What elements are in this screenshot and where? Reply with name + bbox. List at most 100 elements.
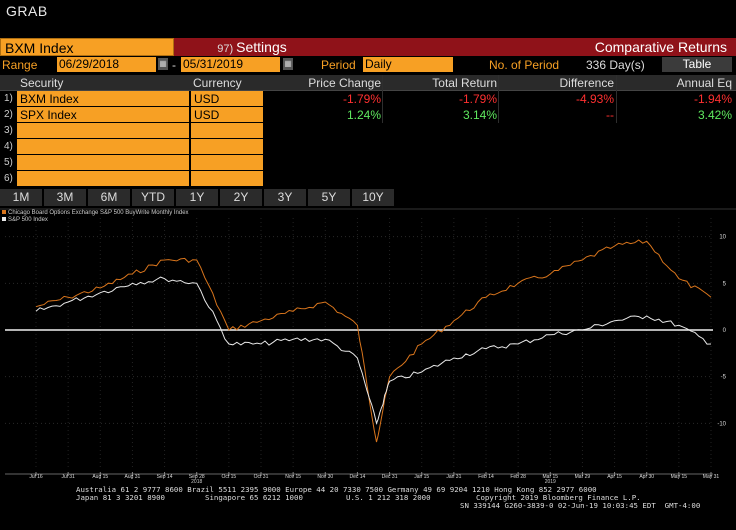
timeframe-2y-button[interactable]: 2Y — [220, 189, 262, 206]
security-field[interactable]: BXM Index — [17, 91, 189, 107]
settings-number: 97) — [217, 43, 233, 55]
calendar-icon[interactable]: ▦ — [283, 58, 293, 70]
footer-session-info: SN 339144 G260-3839-0 02-Jun-19 10:03:45… — [460, 502, 700, 510]
x-tick-label: Jul 31 — [61, 474, 75, 480]
legend-label: Chicago Board Options Exchange S&P 500 B… — [8, 210, 189, 216]
table-row: 1) BXM Index USD -1.79% -1.79% -4.93% -1… — [0, 91, 736, 107]
x-tick-label: Apr 15 — [607, 474, 622, 480]
timeframe-10y-button[interactable]: 10Y — [352, 189, 394, 206]
x-tick-label: Dec 14 — [350, 474, 366, 480]
price-change-value: -1.79% — [268, 91, 381, 107]
x-tick-label: Feb 28 — [510, 474, 526, 480]
timeframe-3y-button[interactable]: 3Y — [264, 189, 306, 206]
row-number: 2) — [4, 107, 16, 123]
col-header-total-return: Total Return — [385, 75, 497, 91]
x-tick-label: Nov 15 — [285, 474, 301, 480]
row-number: 3) — [4, 123, 16, 139]
x-tick-label: Dec 31 — [382, 474, 398, 480]
x-tick-label: Sep 14 — [157, 474, 173, 480]
security-field[interactable] — [17, 155, 189, 171]
y-tick-label: -5 — [721, 375, 727, 381]
column-divider — [382, 75, 383, 123]
legend-item: Chicago Board Options Exchange S&P 500 B… — [2, 210, 189, 217]
x-tick-label: Apr 30 — [639, 474, 654, 480]
column-divider — [616, 75, 617, 123]
no-of-period-label: No. of Period — [489, 57, 559, 73]
footer-contacts-singapore: Singapore 65 6212 1000 — [205, 494, 303, 502]
calendar-icon[interactable]: ▦ — [158, 58, 168, 70]
page-title: Comparative Returns — [330, 38, 736, 56]
x-tick-label: Nov 30 — [317, 474, 333, 480]
window-title: GRAB — [6, 3, 48, 19]
total-return-value: -1.79% — [385, 91, 497, 107]
timeframe-5y-button[interactable]: 5Y — [308, 189, 350, 206]
total-return-value: 3.14% — [385, 107, 497, 123]
y-tick-label: 10 — [719, 235, 726, 241]
end-date-field[interactable]: 05/31/2019 — [181, 57, 280, 72]
period-label: Period — [321, 57, 356, 73]
timeframe-1y-button[interactable]: 1Y — [176, 189, 218, 206]
col-header-currency: Currency — [193, 75, 242, 91]
footer-contacts-us: U.S. 1 212 318 2000 — [346, 494, 431, 502]
securities-table: Security Currency Price Change Total Ret… — [0, 75, 736, 187]
col-header-security: Security — [20, 75, 63, 91]
currency-field[interactable] — [191, 171, 263, 187]
period-select[interactable]: Daily — [363, 57, 453, 72]
legend-label: S&P 500 Index — [8, 217, 48, 223]
security-field[interactable] — [17, 139, 189, 155]
timeframe-3m-button[interactable]: 3M — [44, 189, 86, 206]
y-tick-label: -10 — [717, 421, 726, 427]
function-header: BXM Index 97)Settings Comparative Return… — [0, 38, 736, 56]
timeframe-ytd-button[interactable]: YTD — [132, 189, 174, 206]
col-header-price-change: Price Change — [268, 75, 381, 91]
no-of-period-value: 336 Day(s) — [586, 57, 645, 73]
table-button[interactable]: Table — [662, 57, 732, 72]
currency-field[interactable] — [191, 155, 263, 171]
annual-eq-value: -1.94% — [618, 91, 732, 107]
annual-eq-value: 3.42% — [618, 107, 732, 123]
table-header-row: Security Currency Price Change Total Ret… — [0, 75, 736, 91]
x-tick-label: Jan 15 — [414, 474, 429, 480]
currency-field[interactable]: USD — [191, 91, 263, 107]
table-row: 2) SPX Index USD 1.24% 3.14% -- 3.42% — [0, 107, 736, 123]
table-row: 4) — [0, 139, 736, 155]
currency-field[interactable]: USD — [191, 107, 263, 123]
legend-item: S&P 500 Index — [2, 217, 189, 224]
timeframe-6m-button[interactable]: 6M — [88, 189, 130, 206]
column-divider — [498, 75, 499, 123]
start-date-field[interactable]: 06/29/2018 — [57, 57, 156, 72]
footer-contacts-japan: Japan 81 3 3201 8900 — [76, 494, 165, 502]
row-number: 5) — [4, 155, 16, 171]
settings-label: Settings — [236, 39, 287, 55]
range-dash: - — [172, 57, 176, 73]
x-tick-label: Aug 15 — [92, 474, 108, 480]
x-tick-label: Oct 31 — [254, 474, 269, 480]
table-row: 5) — [0, 155, 736, 171]
x-tick-label: Jul 16 — [29, 474, 43, 480]
x-tick-label: Aug 31 — [124, 474, 140, 480]
currency-field[interactable] — [191, 123, 263, 139]
col-header-difference: Difference — [500, 75, 614, 91]
x-tick-label: Feb 14 — [478, 474, 494, 480]
x-tick-label: May 15 — [671, 474, 688, 480]
security-field[interactable] — [17, 123, 189, 139]
row-number: 4) — [4, 139, 16, 155]
x-tick-label: Oct 15 — [221, 474, 236, 480]
security-field[interactable] — [17, 171, 189, 187]
ticker-input[interactable]: BXM Index — [0, 38, 174, 56]
comparative-returns-chart[interactable]: 1050-5-10Jul 16Jul 31Aug 15Aug 31Sep 14S… — [0, 208, 736, 484]
chart-legend: Chicago Board Options Exchange S&P 500 B… — [2, 210, 189, 224]
row-number: 6) — [4, 171, 16, 187]
settings-button[interactable]: 97)Settings — [174, 38, 330, 56]
range-label: Range — [2, 57, 37, 73]
timeframe-1m-button[interactable]: 1M — [0, 189, 42, 206]
security-field[interactable]: SPX Index — [17, 107, 189, 123]
plot-background — [0, 208, 736, 484]
price-change-value: 1.24% — [268, 107, 381, 123]
table-row: 3) — [0, 123, 736, 139]
currency-field[interactable] — [191, 139, 263, 155]
timeframe-bar: 1M 3M 6M YTD 1Y 2Y 3Y 5Y 10Y — [0, 189, 392, 206]
row-number: 1) — [4, 91, 16, 107]
x-tick-label: Jan 31 — [446, 474, 461, 480]
x-tick-label: Mar 29 — [575, 474, 591, 480]
